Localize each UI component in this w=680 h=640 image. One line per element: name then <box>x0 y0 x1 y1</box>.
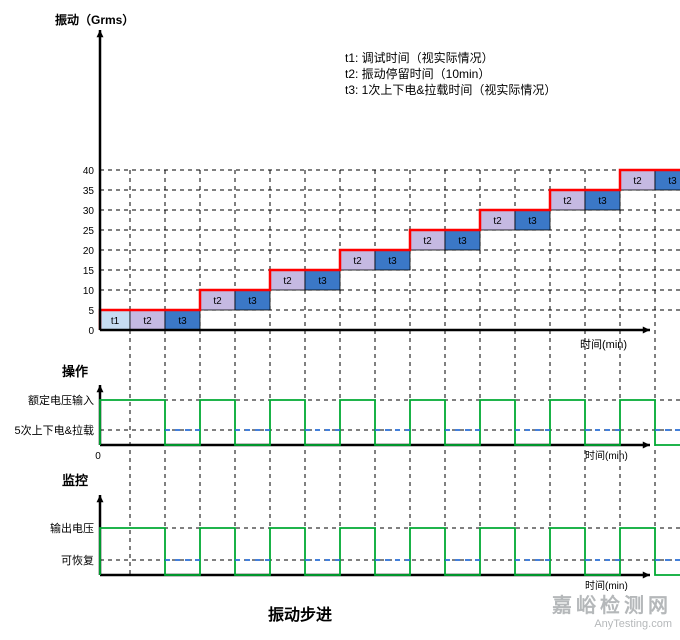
svg-text:t3: t3 <box>178 316 187 327</box>
svg-text:t2: t2 <box>283 276 292 287</box>
svg-text:t2: t2 <box>423 236 432 247</box>
svg-text:10: 10 <box>83 286 95 297</box>
svg-text:监控: 监控 <box>62 473 88 488</box>
svg-text:t3: 1次上下电&拉载时间（视实际情况）: t3: 1次上下电&拉载时间（视实际情况） <box>345 82 556 97</box>
svg-text:t3: t3 <box>318 276 327 287</box>
svg-text:t3: t3 <box>528 216 537 227</box>
svg-text:t3: t3 <box>388 256 397 267</box>
svg-text:时间(min): 时间(min) <box>585 579 628 592</box>
svg-text:t2: t2 <box>493 216 502 227</box>
svg-text:15: 15 <box>83 266 95 277</box>
svg-text:t3: t3 <box>598 196 607 207</box>
svg-text:振动步进: 振动步进 <box>268 605 332 624</box>
svg-text:20: 20 <box>83 246 95 257</box>
svg-text:可恢复: 可恢复 <box>61 553 94 567</box>
svg-text:30: 30 <box>83 206 95 217</box>
svg-text:输出电压: 输出电压 <box>50 521 94 535</box>
svg-text:0: 0 <box>88 326 94 337</box>
diagram-canvas: 0 5 10 15 20 25 30 35 40 t1 t2 t3 t2 t3 t2 t3 t2 t3 t2 t3 t2… <box>0 0 680 635</box>
svg-text:t3: t3 <box>248 296 257 307</box>
svg-text:t3: t3 <box>458 236 467 247</box>
svg-text:t2: t2 <box>353 256 362 267</box>
svg-text:25: 25 <box>83 226 95 237</box>
svg-text:5次上下电&拉载: 5次上下电&拉载 <box>15 423 94 437</box>
svg-text:时间(min): 时间(min) <box>580 338 627 351</box>
svg-text:t2: t2 <box>143 316 152 327</box>
svg-text:时间(min): 时间(min) <box>585 449 628 462</box>
svg-text:额定电压输入: 额定电压输入 <box>28 393 94 407</box>
svg-text:操作: 操作 <box>62 364 88 379</box>
svg-text:t3: t3 <box>668 176 677 187</box>
svg-text:t2: t2 <box>563 196 572 207</box>
svg-text:t1: t1 <box>111 316 120 327</box>
svg-text:t2: t2 <box>213 296 222 307</box>
svg-text:t2: t2 <box>633 176 642 187</box>
svg-text:振动（Grms）: 振动（Grms） <box>55 12 134 27</box>
svg-text:40: 40 <box>83 166 95 177</box>
svg-text:35: 35 <box>83 186 95 197</box>
svg-text:5: 5 <box>88 306 94 317</box>
svg-text:0: 0 <box>95 451 101 462</box>
svg-text:t1: 调试时间（视实际情况）: t1: 调试时间（视实际情况） <box>345 50 494 65</box>
svg-text:t2: 振动停留时间（10min）: t2: 振动停留时间（10min） <box>345 66 490 81</box>
